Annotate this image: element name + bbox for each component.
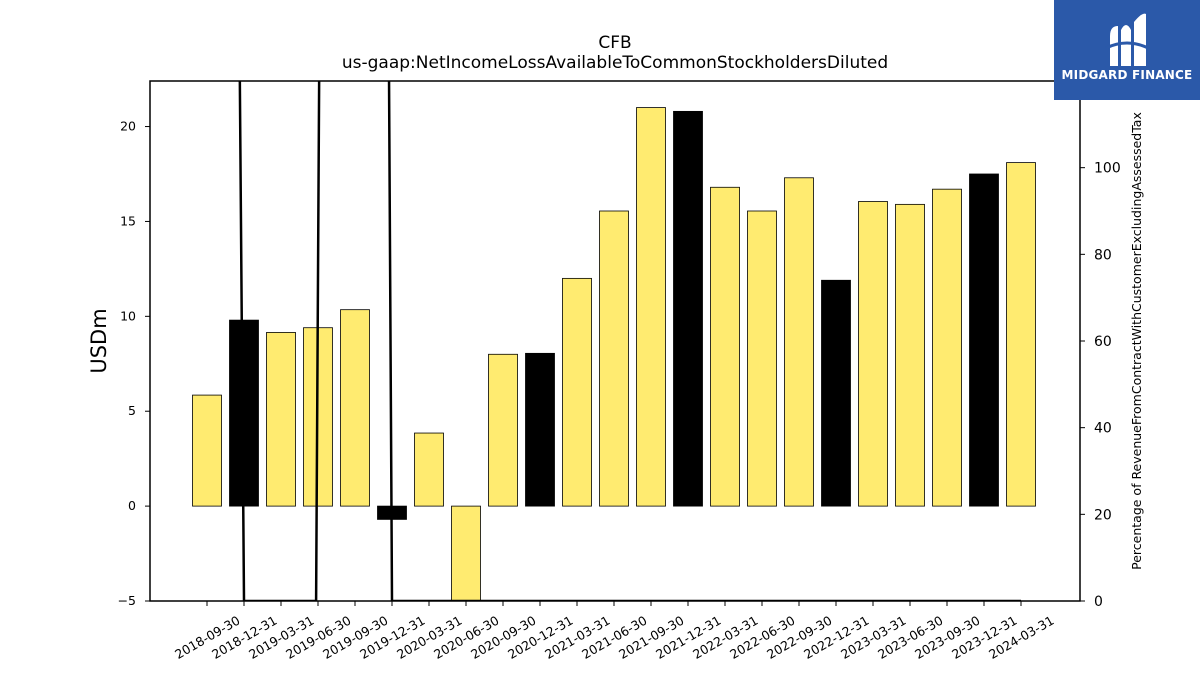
logo-mark-icon (1105, 13, 1149, 66)
bar-2023-12-31 (969, 173, 999, 507)
bar-2019-09-30 (340, 309, 370, 507)
x-axis: 2018-09-302018-12-312019-03-312019-06-30… (172, 601, 1057, 662)
y-axis: −5 0 5 10 15 20 (118, 119, 150, 608)
bar-2023-03-31 (858, 201, 888, 507)
bar-2021-09-30 (636, 107, 666, 507)
y2-tick-label: 20 (1094, 507, 1112, 523)
bar-2019-03-31 (266, 332, 296, 507)
chart-subtitle: us-gaap:NetIncomeLossAvailableToCommonSt… (342, 53, 888, 73)
y2-tick-label: 100 (1094, 161, 1121, 177)
bar-2022-09-30 (784, 177, 814, 507)
bar-2024-03-31 (1006, 162, 1036, 507)
bar-2021-03-31 (562, 277, 592, 507)
y2-tick-label: 60 (1094, 334, 1112, 350)
bar-2023-06-30 (895, 203, 925, 507)
chart-title: CFB (598, 33, 631, 53)
y-tick-label: 5 (128, 403, 136, 418)
y-tick-label: 20 (120, 119, 136, 134)
y2-tick-label: 40 (1094, 421, 1112, 437)
bar-2018-09-30 (192, 394, 222, 507)
y2-axis-label: Percentage of RevenueFromContractWithCus… (1129, 112, 1144, 570)
bar-2020-06-30 (451, 505, 481, 602)
bar-2022-06-30 (747, 210, 777, 507)
y2-tick-label: 0 (1094, 594, 1103, 610)
y-tick-label: −5 (118, 593, 136, 608)
y-tick-label: 0 (128, 498, 136, 513)
bar-2020-03-31 (414, 432, 444, 507)
y-tick-label: 10 (120, 308, 136, 323)
bar-2021-06-30 (599, 210, 629, 507)
bar-2020-09-30 (488, 353, 518, 507)
y-axis-label: USDm (87, 308, 111, 373)
y2-axis: 0 20 40 60 80 100 (1080, 161, 1121, 610)
bar-2023-09-30 (932, 188, 962, 507)
bar-2021-12-31 (673, 110, 703, 507)
bar-2020-12-31 (525, 352, 555, 507)
bars (192, 107, 1036, 602)
brand-logo: MIDGARD FINANCE (1054, 0, 1200, 100)
y-tick-label: 15 (120, 213, 136, 228)
bar-2022-12-31 (821, 279, 851, 507)
y2-tick-label: 80 (1094, 247, 1112, 263)
logo-text: MIDGARD FINANCE (1061, 68, 1193, 82)
bar-2022-03-31 (710, 186, 740, 507)
